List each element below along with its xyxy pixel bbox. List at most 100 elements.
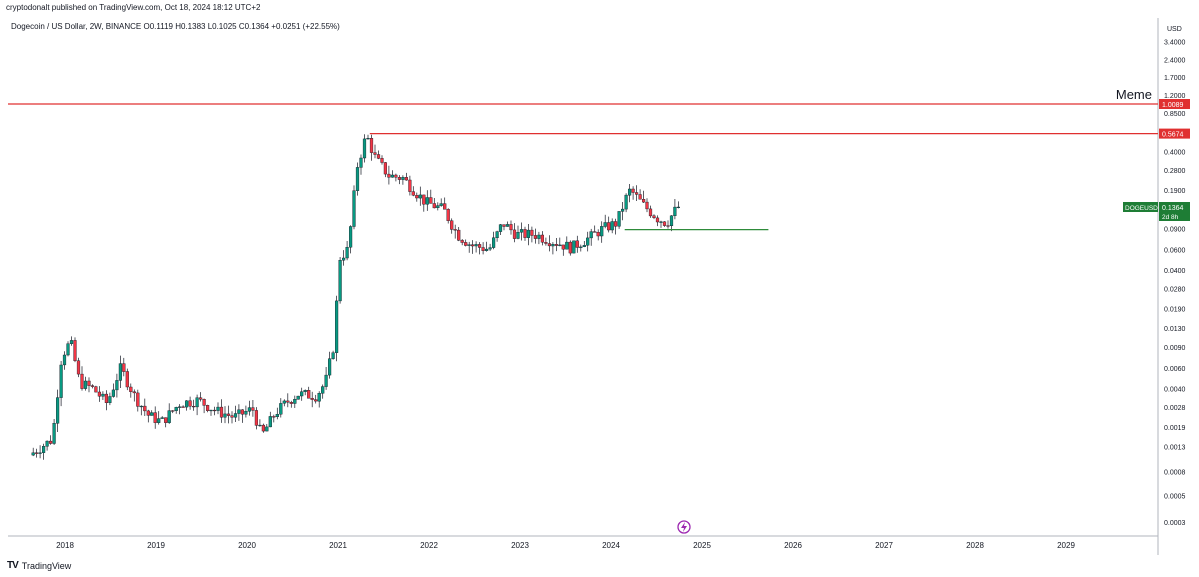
- candle-up: [233, 413, 238, 418]
- candle-up: [349, 226, 353, 248]
- candle-down: [429, 197, 433, 204]
- candle-down: [415, 195, 419, 199]
- candle-up: [111, 389, 115, 397]
- x-tick-label: 2027: [875, 541, 893, 550]
- candle-up: [558, 244, 562, 246]
- candle-down: [94, 386, 98, 393]
- candle-down: [631, 188, 635, 193]
- candle-down: [575, 240, 579, 248]
- candle-down: [464, 242, 468, 246]
- y-tick-label: 0.0090: [1164, 345, 1186, 352]
- x-tick-label: 2022: [420, 541, 438, 550]
- candle-down: [512, 229, 517, 239]
- x-tick-label: 2021: [329, 541, 347, 550]
- candle-up: [551, 244, 555, 247]
- candle-up: [247, 407, 251, 412]
- candle-up: [390, 174, 394, 178]
- candle-up: [328, 358, 332, 376]
- candle-up: [275, 414, 279, 418]
- candle-up: [38, 452, 42, 454]
- x-axis[interactable]: 2018 2019 2020 2021 2022 2023 2024 2025 2026 2027…: [56, 541, 1075, 550]
- candle-down: [478, 244, 482, 248]
- candle-up: [184, 400, 189, 408]
- symbol-tag: [1123, 202, 1158, 212]
- candle-down: [568, 241, 572, 254]
- level-lines-group: 1.0089 Meme 0.5674 DOGEUSD 0.1364 2d 8h: [8, 87, 1190, 231]
- candle-up: [331, 352, 335, 359]
- tradingview-icon: TV: [7, 560, 19, 571]
- candle-down: [662, 221, 667, 226]
- candle-down: [181, 406, 185, 408]
- candle-up: [42, 446, 46, 453]
- candle-down: [397, 177, 401, 180]
- candle-up: [467, 244, 471, 246]
- candle-up: [300, 391, 304, 397]
- candle-down: [240, 409, 244, 415]
- meme-annotation[interactable]: Meme: [1116, 87, 1152, 102]
- lightning-icon[interactable]: [677, 520, 691, 534]
- candle-up: [268, 416, 272, 428]
- candle-down: [314, 399, 318, 402]
- candle-down: [411, 191, 415, 196]
- candle-down: [642, 198, 646, 203]
- last-price-label: 0.1364: [1162, 205, 1184, 212]
- candle-down: [645, 201, 649, 210]
- symbol-ohlc-legend[interactable]: Dogecoin / US Dollar, 2W, BINANCE O0.111…: [11, 22, 340, 31]
- candle-down: [230, 415, 234, 418]
- candle-down: [205, 405, 210, 411]
- candle-down: [460, 240, 464, 243]
- candle-up: [237, 409, 241, 414]
- candle-down: [97, 391, 101, 397]
- candle-down: [453, 229, 457, 231]
- y-tick-label: 0.8500: [1164, 111, 1186, 118]
- candle-down: [286, 400, 290, 403]
- candle-down: [80, 373, 84, 389]
- candle-down: [561, 244, 565, 250]
- candle-down: [394, 174, 398, 178]
- candle-up: [338, 260, 342, 302]
- candle-up: [474, 244, 478, 247]
- candle-up: [673, 206, 677, 217]
- candle-up: [676, 206, 680, 209]
- candle-up: [66, 343, 70, 356]
- candle-down: [226, 413, 231, 416]
- x-tick-label: 2026: [784, 541, 802, 550]
- tradingview-brand: TradingView: [21, 560, 72, 571]
- candle-up: [279, 403, 283, 415]
- candle-down: [422, 194, 426, 205]
- tradingview-logo[interactable]: TV TradingView: [7, 560, 71, 571]
- candle-up: [495, 231, 499, 239]
- candle-up: [526, 229, 530, 238]
- candle-up: [265, 426, 269, 432]
- y-tick-label: 0.4000: [1164, 150, 1186, 157]
- plot-area[interactable]: [8, 18, 1158, 536]
- candle-down: [307, 390, 311, 399]
- candle-down: [593, 231, 597, 233]
- y-tick-label: 0.0013: [1164, 445, 1186, 452]
- candle-up: [355, 167, 360, 191]
- candle-down: [369, 137, 374, 153]
- candle-up: [610, 221, 614, 231]
- y-axis[interactable]: 3.4000 2.4000 1.7000 1.2000 0.8500 0.4000 0.28…: [1164, 40, 1186, 528]
- candle-down: [254, 410, 258, 426]
- candle-up: [425, 197, 429, 205]
- candle-down: [198, 397, 203, 400]
- candle-up: [362, 138, 367, 159]
- candle-down: [373, 152, 377, 155]
- lower-resistance-label: 0.5674: [1162, 132, 1184, 139]
- candle-down: [90, 385, 94, 387]
- candle-down: [457, 229, 461, 241]
- candle-down: [408, 179, 412, 192]
- candle-down: [383, 162, 387, 175]
- candle-up: [115, 380, 119, 391]
- candle-up: [589, 231, 593, 239]
- candle-down: [523, 229, 527, 238]
- candle-up: [565, 241, 569, 250]
- candle-down: [219, 406, 224, 418]
- y-tick-label: 0.0005: [1164, 494, 1186, 501]
- candle-down: [446, 209, 450, 221]
- candle-down: [638, 194, 642, 200]
- candles-group: [31, 134, 680, 460]
- x-tick-label: 2018: [56, 541, 74, 550]
